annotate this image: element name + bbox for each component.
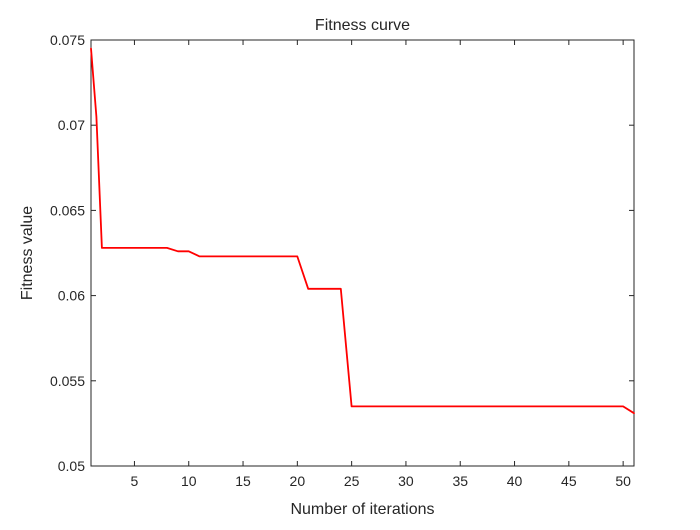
chart-title: Fitness curve (315, 17, 410, 34)
y-tick-label: 0.065 (50, 202, 85, 218)
x-tick-label: 35 (452, 473, 468, 489)
y-tick-label: 0.055 (50, 373, 85, 389)
x-tick-label: 15 (235, 473, 251, 489)
x-axis-label: Number of iterations (290, 501, 434, 518)
x-tick-label: 25 (344, 473, 360, 489)
y-tick-label: 0.07 (58, 117, 85, 133)
x-tick-label: 45 (561, 473, 577, 489)
y-tick-label: 0.05 (58, 458, 85, 474)
x-axis-ticks: 5 10 15 20 25 30 35 40 45 50 (131, 40, 631, 489)
y-tick-label: 0.075 (50, 32, 85, 48)
plot-area (90, 39, 635, 467)
x-tick-label: 40 (507, 473, 523, 489)
fitness-series-line (90, 47, 635, 415)
series-layer (90, 47, 635, 415)
plot-frame (90, 39, 635, 467)
x-tick-label: 50 (615, 473, 631, 489)
x-tick-label: 30 (398, 473, 414, 489)
y-axis-ticks: 0.05 0.055 0.06 0.065 0.07 0.075 (50, 32, 634, 474)
x-tick-label: 20 (290, 473, 306, 489)
x-tick-label: 10 (181, 473, 197, 489)
y-axis-label: Fitness value (19, 206, 36, 300)
x-tick-label: 5 (131, 473, 139, 489)
y-tick-label: 0.06 (58, 288, 85, 304)
